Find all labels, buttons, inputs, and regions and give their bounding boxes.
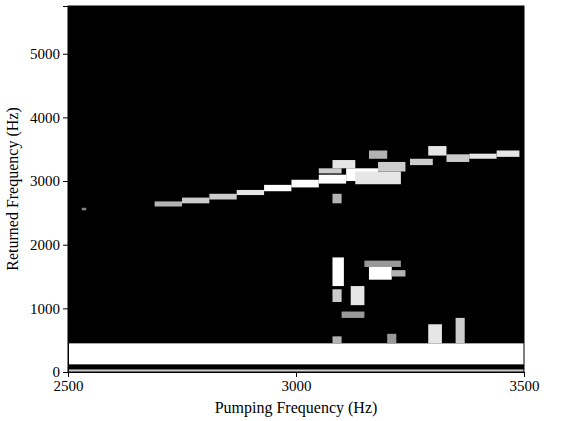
cell: [291, 180, 318, 188]
tick-mark: [63, 245, 68, 246]
tick-mark: [63, 372, 68, 373]
tick-mark: [524, 372, 525, 377]
tick-label: 3000: [282, 378, 312, 394]
axis-line: [69, 373, 525, 378]
cell: [387, 334, 396, 344]
cell: [209, 194, 236, 200]
cell: [332, 257, 343, 286]
plot: 250030003500010002000300040005000: [30, 6, 540, 394]
x-axis: 250030003500: [54, 372, 540, 394]
cell: [456, 318, 465, 343]
cells: [68, 146, 524, 372]
tick-label: 1000: [30, 301, 60, 317]
cell: [319, 168, 342, 173]
tick-mark: [63, 308, 68, 309]
tick: 3000: [282, 372, 312, 394]
plot-frame: [68, 6, 524, 372]
tick-mark: [296, 372, 297, 377]
cell: [332, 336, 341, 343]
cell: [497, 150, 520, 156]
cell: [392, 270, 406, 276]
cell: [469, 154, 496, 159]
tick-mark: [63, 117, 68, 118]
tick-label: 5000: [30, 46, 60, 62]
cell: [332, 194, 341, 204]
tick-label: 0: [53, 364, 61, 380]
cell: [428, 146, 446, 156]
cell: [237, 190, 264, 195]
cell: [342, 312, 365, 318]
cell: [264, 185, 291, 191]
cell: [155, 201, 182, 206]
cell: [410, 159, 433, 165]
cell: [446, 154, 469, 162]
tick: 3500: [510, 372, 540, 394]
tick-mark: [63, 181, 68, 182]
cell: [82, 208, 87, 211]
cell: [428, 324, 442, 343]
tick: 4000: [30, 110, 68, 126]
y-axis: 0 1000 2000 3000 4000 5000: [30, 7, 69, 381]
cell: [68, 343, 524, 364]
cell: [332, 160, 355, 168]
tick: 3000: [30, 173, 68, 189]
cell: [378, 162, 405, 172]
cell: [351, 286, 365, 305]
cell: [182, 198, 209, 204]
x-axis-title: Pumping Frequency (Hz): [215, 399, 378, 417]
cell: [355, 171, 401, 184]
tick-label: 3000: [30, 173, 60, 189]
tick: 2000: [30, 237, 68, 253]
plot-background: [68, 6, 524, 372]
cell: [332, 289, 341, 302]
tick-label: 4000: [30, 110, 60, 126]
chart: 250030003500010002000300040005000Pumping…: [0, 0, 569, 421]
cell: [319, 175, 346, 184]
cell: [369, 150, 387, 158]
cell: [364, 261, 400, 267]
y-axis-title: Returned Frequency (Hz): [4, 107, 22, 271]
tick-label: 2000: [30, 237, 60, 253]
tick: 5000: [30, 46, 68, 62]
tick: 1000: [30, 301, 68, 317]
tick-label: 3500: [510, 378, 540, 394]
tick-mark: [63, 54, 68, 55]
tick: 0: [53, 364, 69, 380]
